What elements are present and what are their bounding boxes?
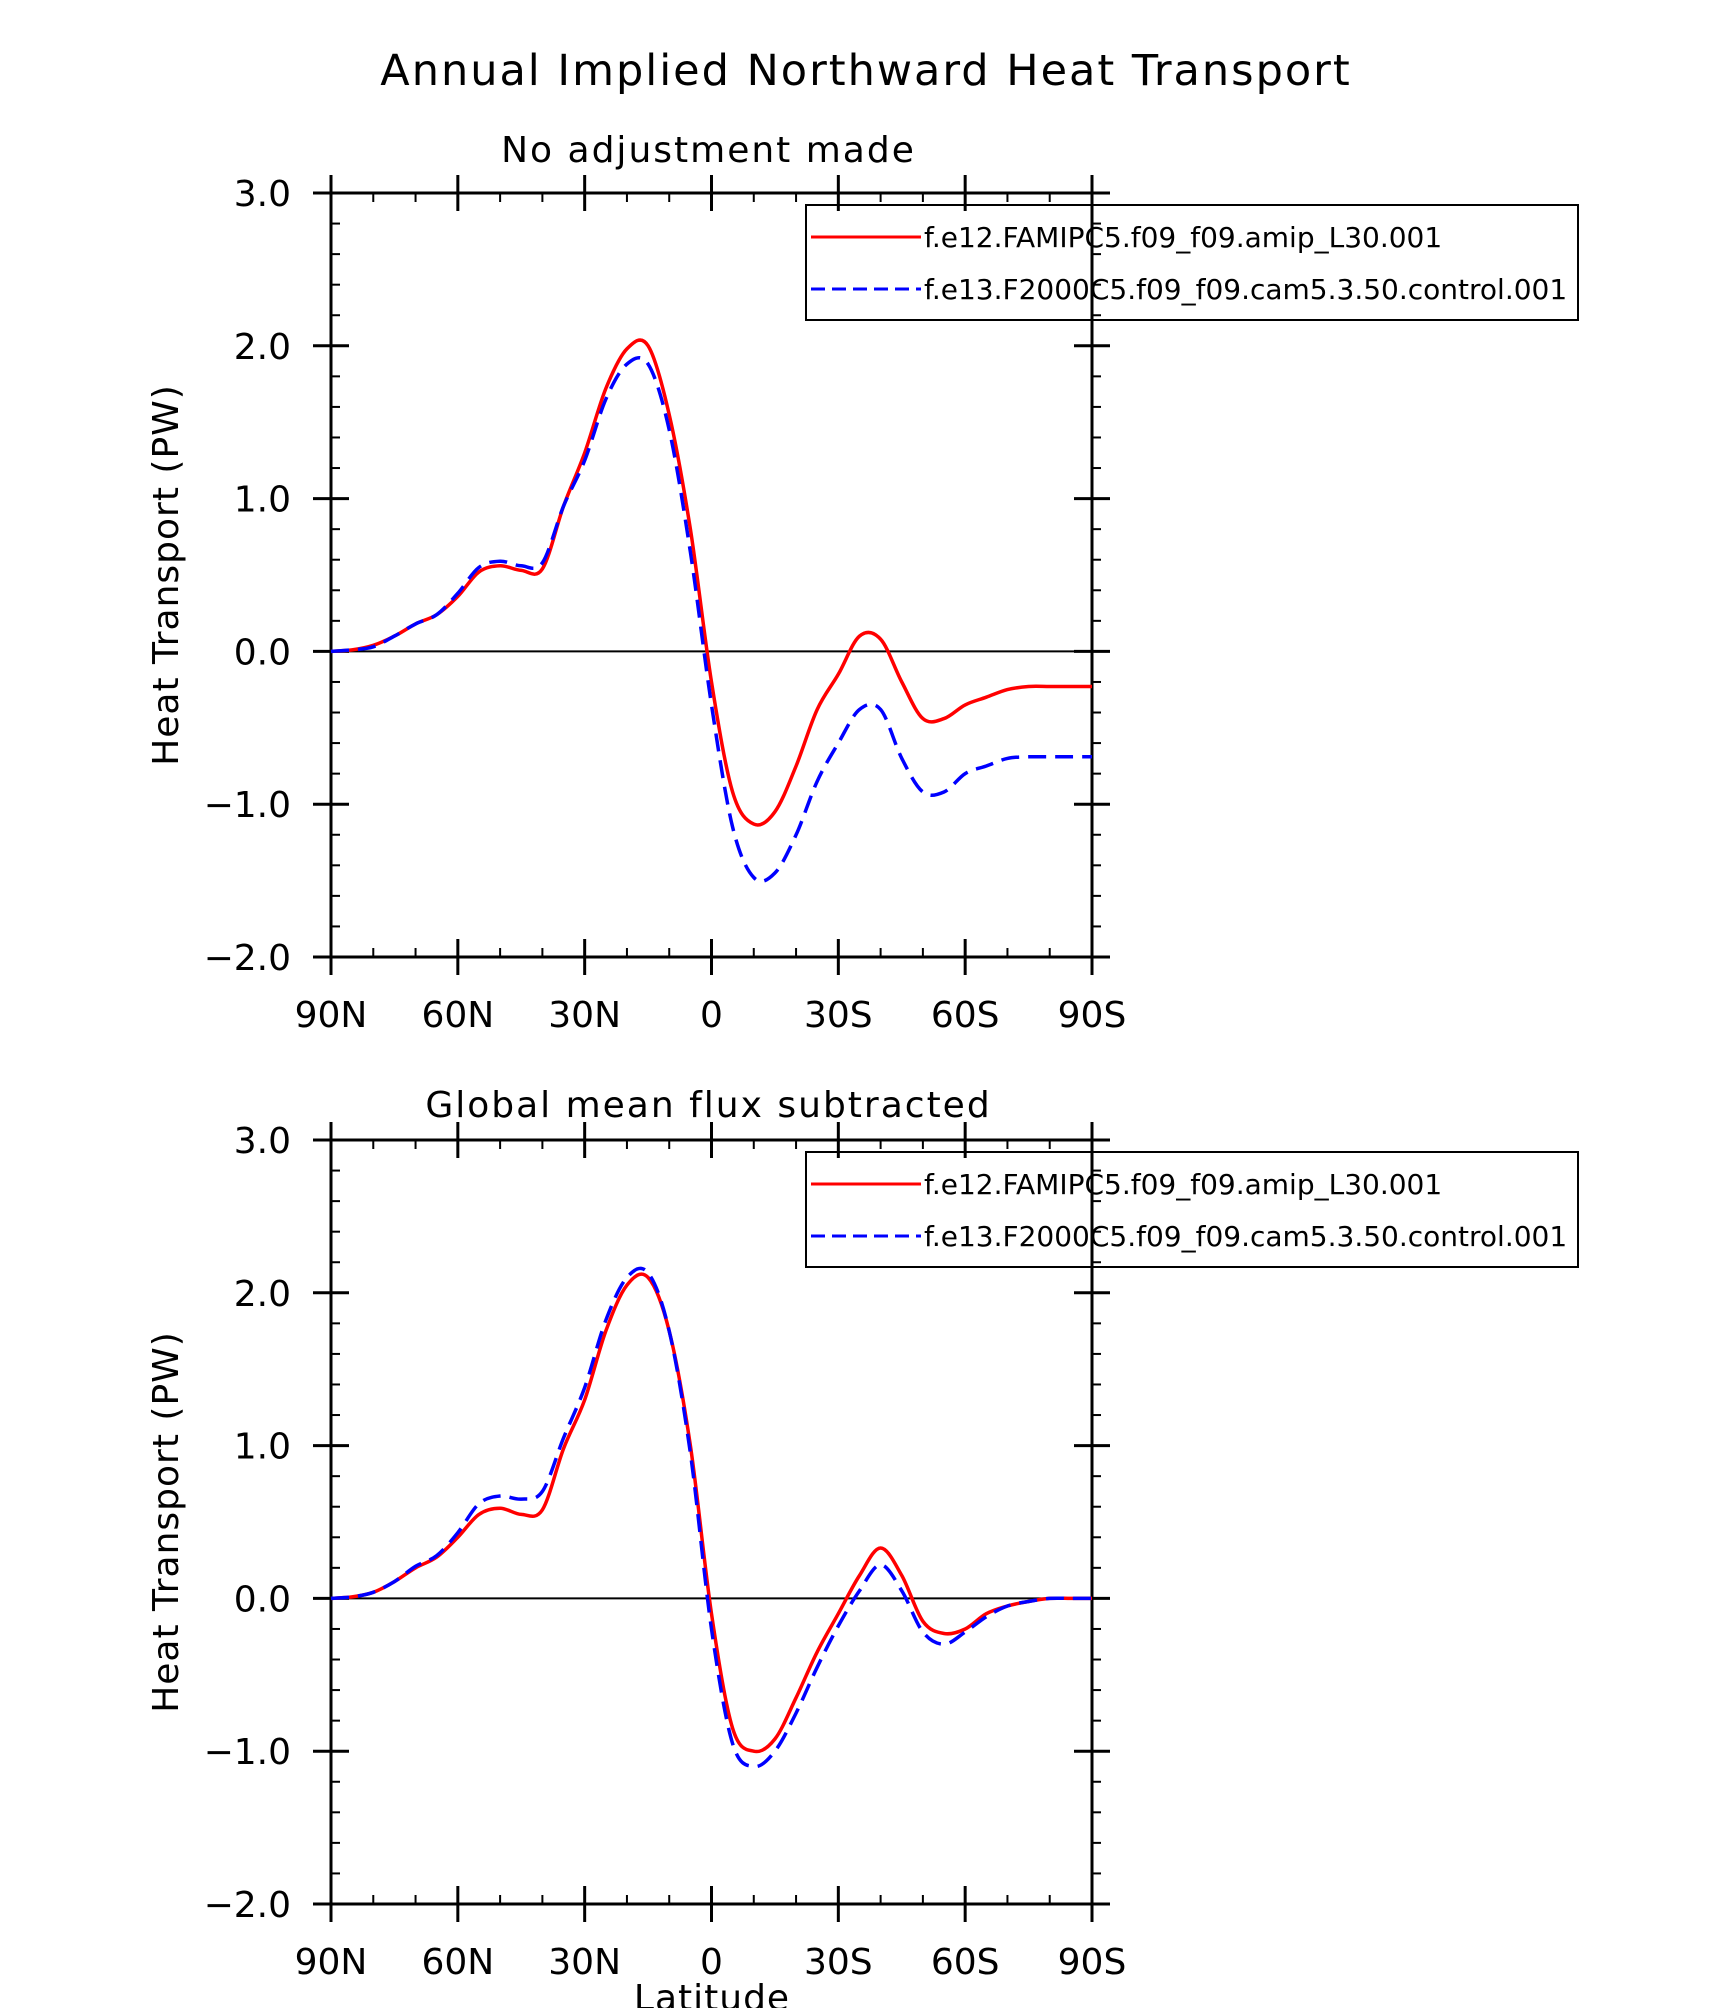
x-tick-label: 90S	[1058, 1942, 1127, 1983]
series-line-famipc5	[330, 338, 1092, 827]
x-tick-label: 90N	[295, 1942, 368, 1983]
x-axis-title: Latitude	[634, 1978, 790, 2008]
legend-label: f.e13.F2000C5.f09_f09.cam5.3.50.control.…	[924, 1220, 1567, 1253]
x-tick-label: 30S	[804, 995, 873, 1036]
y-tick-label: −2.0	[204, 1885, 291, 1926]
x-tick-label: 60N	[421, 995, 494, 1036]
x-tick-label: 90N	[295, 995, 368, 1036]
legend-box	[805, 204, 1579, 321]
chart-panel-global-mean-subtracted: Global mean flux subtracted Heat Transpor…	[146, 1085, 1579, 1983]
y-tick-label: 2.0	[234, 1274, 291, 1315]
y-axis-title: Heat Transport (PW)	[146, 1331, 187, 1713]
chart-panel-no-adjustment: No adjustment made Heat Transport (PW) 3.0…	[146, 130, 1579, 1036]
series-line-f2000c5	[330, 1266, 1092, 1769]
x-tick-label: 60N	[421, 1942, 494, 1983]
y-tick-label: 3.0	[234, 174, 291, 215]
x-tick-label: 0	[700, 995, 723, 1036]
y-tick-label: 1.0	[234, 1427, 291, 1468]
y-tick-label: −2.0	[204, 938, 291, 979]
y-tick-label: 0.0	[234, 1579, 291, 1620]
legend-label: f.e13.F2000C5.f09_f09.cam5.3.50.control.…	[924, 273, 1567, 306]
y-tick-label: −1.0	[204, 1732, 291, 1773]
figure-title: Annual Implied Northward Heat Transport	[380, 46, 1351, 96]
y-tick-label: 0.0	[234, 632, 291, 673]
x-tick-label: 60S	[931, 1942, 1000, 1983]
panel-title: Global mean flux subtracted	[425, 1085, 991, 1126]
legend-label: f.e12.FAMIPC5.f09_f09.amip_L30.001	[924, 221, 1442, 254]
panel-title: No adjustment made	[501, 130, 916, 171]
legend-label: f.e12.FAMIPC5.f09_f09.amip_L30.001	[924, 1168, 1442, 1201]
x-tick-label: 30N	[548, 995, 621, 1036]
legend-box	[805, 1151, 1579, 1268]
x-tick-label: 30S	[804, 1942, 873, 1983]
y-axis-title: Heat Transport (PW)	[146, 384, 187, 766]
x-tick-label: 30N	[548, 1942, 621, 1983]
x-tick-label: 0	[700, 1942, 723, 1983]
series-line-famipc5	[330, 1272, 1092, 1754]
x-tick-label: 90S	[1058, 995, 1127, 1036]
y-tick-label: 3.0	[234, 1121, 291, 1162]
x-tick-label: 60S	[931, 995, 1000, 1036]
plot-frame	[329, 1138, 1094, 1906]
y-tick-label: 1.0	[234, 480, 291, 521]
y-tick-label: −1.0	[204, 785, 291, 826]
y-tick-label: 2.0	[234, 327, 291, 368]
plot-frame	[329, 191, 1094, 959]
series-line-f2000c5	[330, 356, 1092, 884]
